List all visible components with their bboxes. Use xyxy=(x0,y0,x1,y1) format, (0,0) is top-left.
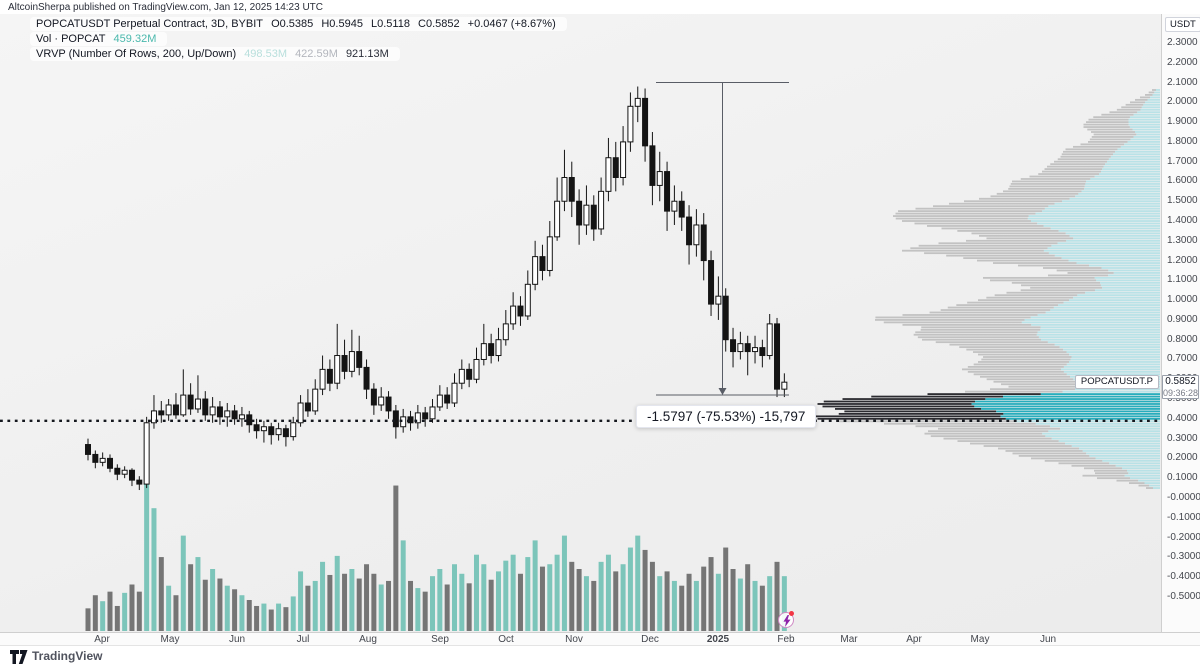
price-tick-label: 2.1000 xyxy=(1167,76,1198,88)
legend-volume-row[interactable]: Vol · POPCAT 459.32M xyxy=(30,32,168,46)
price-tick-label: -0.2000 xyxy=(1167,531,1200,543)
symbol-title: POPCATUSDT Perpetual Contract, 3D, BYBIT xyxy=(36,18,264,30)
vrvp-down-volume: 422.59M xyxy=(295,48,338,60)
vrvp-label: VRVP (Number Of Rows, 200, Up/Down) xyxy=(36,48,237,60)
price-tick-label: 1.4000 xyxy=(1167,215,1198,227)
price-tick-label: -0.5000 xyxy=(1167,590,1200,602)
price-tick-label: -0.1000 xyxy=(1167,511,1200,523)
volume-profile xyxy=(810,89,1160,489)
price-tick-label: 1.2000 xyxy=(1167,254,1198,266)
price-tick-label: 0.3000 xyxy=(1167,432,1198,444)
volume-label: Vol · POPCAT xyxy=(36,33,106,45)
bar-countdown: 09:36:28 xyxy=(1163,388,1199,399)
time-tick-label: Mar xyxy=(840,634,858,645)
vrvp-total-volume: 921.13M xyxy=(345,48,389,60)
legend-vrvp-row[interactable]: VRVP (Number Of Rows, 200, Up/Down) 498.… xyxy=(30,47,400,61)
time-tick-label: Jun xyxy=(228,634,246,645)
time-tick-label: Jun xyxy=(1039,634,1057,645)
events-lightning-badge[interactable] xyxy=(778,611,795,628)
time-tick-label: Apr xyxy=(94,634,110,645)
notification-dot xyxy=(789,611,795,616)
price-tick-label: 1.5000 xyxy=(1167,195,1198,207)
time-tick-label: 2025 xyxy=(706,634,730,645)
price-tick-label: -0.3000 xyxy=(1167,551,1200,563)
vrvp-up-volume: 498.53M xyxy=(244,48,287,60)
symbol-price-tag: POPCATUSDT.P xyxy=(1074,375,1159,390)
price-tick-label: 1.7000 xyxy=(1167,155,1198,167)
measure-annotation[interactable]: -1.5797 (-75.53%) -15,797 xyxy=(636,405,817,429)
currency-toggle-button[interactable]: USDT xyxy=(1165,17,1200,32)
volume-bars xyxy=(85,476,787,631)
chart-legend: POPCATUSDT Perpetual Contract, 3D, BYBIT… xyxy=(30,17,567,62)
footer-bar: TradingView xyxy=(0,645,1200,665)
time-tick-label: May xyxy=(970,634,990,645)
price-tick-label: 1.3000 xyxy=(1167,234,1198,246)
price-tick-label: 0.8000 xyxy=(1167,333,1198,345)
price-tick-label: 1.6000 xyxy=(1167,175,1198,187)
price-tick-label: 2.2000 xyxy=(1167,56,1198,68)
price-tick-label: 0.7000 xyxy=(1167,353,1198,365)
time-tick-label: Aug xyxy=(359,634,377,645)
ohlc-open: O0.5385 xyxy=(271,18,314,30)
price-tick-label: -0.4000 xyxy=(1167,571,1200,583)
price-tick-label: 0.4000 xyxy=(1167,412,1198,424)
price-range-measure-tool xyxy=(656,82,789,396)
time-axis[interactable]: Apr May Jun Jul Aug Sep Oct Nov Dec 2025 Feb Mar Apr… xyxy=(0,632,1200,645)
price-tick-label: 0.2000 xyxy=(1167,452,1198,464)
ohlc-high: H0.5945 xyxy=(321,18,363,30)
legend-symbol-row[interactable]: POPCATUSDT Perpetual Contract, 3D, BYBIT… xyxy=(30,17,567,31)
price-tick-label: 2.3000 xyxy=(1167,37,1198,48)
time-tick-label: Jul xyxy=(296,634,310,645)
price-tick-label: 0.1000 xyxy=(1167,472,1198,484)
time-tick-label: Dec xyxy=(641,634,659,645)
time-tick-label: May xyxy=(160,634,180,645)
time-tick-label: Oct xyxy=(498,634,514,645)
ohlc-low: L0.5118 xyxy=(371,18,410,30)
price-tick-label: 1.8000 xyxy=(1167,135,1198,147)
price-tick-label: -0.0000 xyxy=(1167,491,1200,503)
publish-bar: AltcoinSherpa published on TradingView.c… xyxy=(0,0,1200,14)
last-price-value: 0.5852 xyxy=(1165,376,1196,388)
time-tick-label: Feb xyxy=(777,634,795,645)
price-tick-label: 1.0000 xyxy=(1167,294,1198,306)
volume-value: 459.32M xyxy=(113,33,157,45)
price-tick-label: 1.1000 xyxy=(1167,274,1198,286)
tradingview-logo-icon[interactable] xyxy=(10,650,28,664)
lightning-icon xyxy=(783,615,791,627)
price-change: +0.0467 (+8.67%) xyxy=(467,18,556,30)
tradingview-brand-text[interactable]: TradingView xyxy=(32,649,103,663)
time-tick-label: Nov xyxy=(565,634,583,645)
ohlc-close: C0.5852 xyxy=(418,18,460,30)
price-axis[interactable]: 2.3000 2.2000 2.1000 2.0000 1.9000 1.8000 1.70… xyxy=(1161,14,1200,632)
publish-text: AltcoinSherpa published on TradingView.c… xyxy=(8,2,324,13)
candlesticks xyxy=(85,86,788,491)
last-price-label: 0.5852 09:36:28 xyxy=(1162,375,1199,400)
time-tick-label: Apr xyxy=(906,634,922,645)
price-tick-label: 1.9000 xyxy=(1167,116,1198,128)
price-tick-label: 0.9000 xyxy=(1167,313,1198,325)
time-tick-label: Sep xyxy=(431,634,449,645)
price-tick-label: 2.0000 xyxy=(1167,96,1198,108)
